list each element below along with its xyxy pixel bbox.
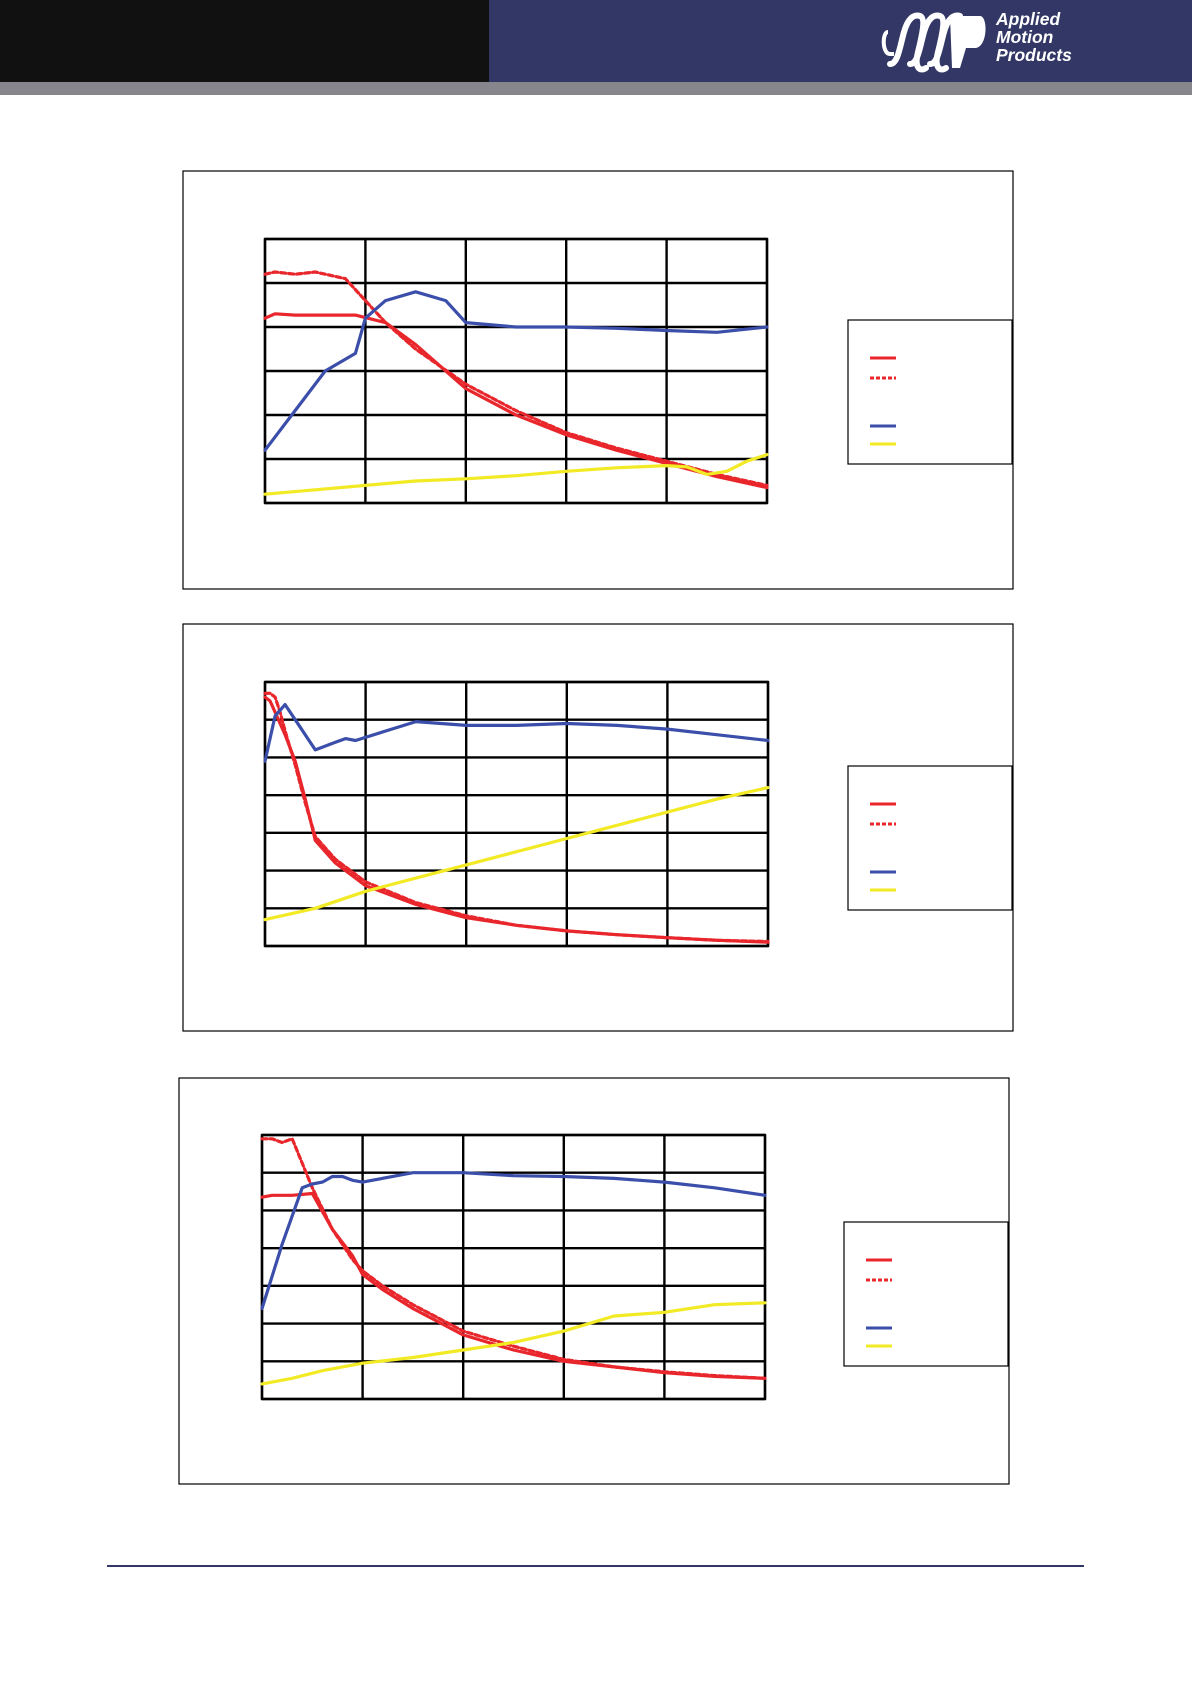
- legend-frame: [847, 319, 1013, 465]
- series-line-4: [263, 453, 769, 496]
- footer-rule: [107, 1565, 1084, 1567]
- brand-text: Applied Motion Products: [996, 10, 1072, 64]
- brand-mark-icon: [881, 12, 986, 73]
- series-line-3: [260, 1171, 767, 1311]
- plot-area-border: [263, 680, 770, 948]
- header-rule: [0, 82, 1192, 95]
- legend-frame: [843, 1221, 1009, 1367]
- plot-area-border: [260, 1133, 767, 1401]
- brand-line-2: Motion: [996, 27, 1054, 47]
- legend: [847, 765, 1013, 911]
- chart-3: [178, 1077, 1010, 1485]
- series-line-3: [263, 290, 769, 452]
- plot-area-border: [263, 237, 769, 505]
- series-line-2: [260, 1137, 767, 1380]
- series-line-2: [263, 270, 769, 487]
- brand-line-1: Applied: [996, 9, 1061, 29]
- legend-frame: [847, 765, 1013, 911]
- series-line-3: [263, 702, 770, 763]
- chart-1: [182, 170, 1014, 590]
- series-line-4: [263, 785, 770, 922]
- legend: [843, 1221, 1009, 1367]
- header-left-band: [0, 0, 489, 82]
- legend: [847, 319, 1013, 465]
- series-line-4: [260, 1301, 767, 1386]
- brand-line-3: Products: [996, 45, 1072, 65]
- brand-logo: Applied Motion Products: [880, 6, 1100, 78]
- chart-2: [182, 623, 1014, 1032]
- header-right-band: [489, 0, 1192, 82]
